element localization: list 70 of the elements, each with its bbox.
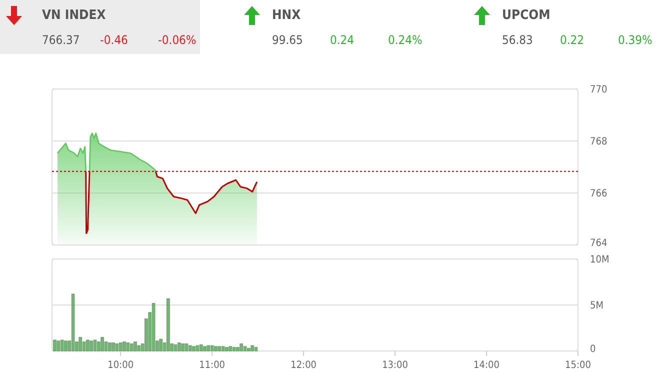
bar — [134, 342, 137, 352]
x-tick-label: 12:00 — [290, 360, 317, 371]
bar — [218, 346, 222, 352]
bar — [166, 298, 170, 352]
bar — [122, 342, 126, 352]
y-tick-label: 766 — [590, 188, 608, 200]
bar — [192, 346, 196, 352]
text: 99.65 — [272, 33, 303, 47]
x-tick-label: 14:00 — [474, 360, 500, 371]
bar — [112, 342, 115, 352]
bar — [199, 344, 203, 352]
bar — [159, 338, 162, 352]
text: -0.46 — [100, 33, 128, 47]
bar — [93, 340, 97, 352]
text: 0.24% — [388, 33, 422, 47]
text: 56.83 — [502, 33, 533, 47]
text: UPCOM — [502, 8, 550, 23]
bar — [214, 346, 218, 352]
bar — [236, 347, 240, 352]
y-tick-label: 764 — [590, 238, 608, 249]
bar — [221, 346, 225, 352]
bar — [78, 337, 82, 352]
bar — [60, 340, 64, 352]
bar — [232, 347, 236, 352]
bar — [188, 345, 192, 352]
bar — [130, 343, 134, 352]
x-tick-label: 11:00 — [199, 360, 226, 371]
text: -0.06% — [158, 33, 196, 47]
bar — [240, 343, 243, 352]
bar — [247, 348, 250, 352]
bar — [181, 343, 184, 352]
text: 0.24 — [330, 33, 354, 47]
bar — [64, 340, 68, 352]
bar — [250, 345, 254, 352]
bar — [86, 340, 90, 352]
bar — [203, 346, 206, 352]
bar — [254, 347, 258, 352]
bar — [152, 302, 156, 352]
text: HNX — [272, 8, 301, 23]
bar — [137, 345, 141, 352]
text: 766.37 — [42, 33, 80, 47]
y-tick-label: 5M — [590, 300, 604, 312]
text: VN INDEX — [42, 8, 106, 23]
x-tick-label: 10:00 — [108, 360, 134, 371]
bar — [71, 294, 75, 352]
y-tick-label: 768 — [590, 136, 608, 148]
bar — [174, 344, 178, 352]
text: 0.39% — [618, 33, 652, 47]
bar — [126, 342, 130, 352]
bar — [225, 347, 228, 352]
bar — [206, 345, 210, 352]
y-tick-label: 0 — [590, 344, 596, 355]
y-tick-label: 770 — [590, 84, 608, 96]
x-tick-label: 15:00 — [565, 360, 592, 371]
bar — [210, 345, 214, 352]
bar — [184, 343, 188, 352]
y-tick-label: 10M — [590, 254, 610, 266]
bar — [100, 337, 104, 352]
bar — [178, 342, 181, 352]
bar — [196, 345, 200, 352]
bar — [228, 346, 232, 352]
bar — [115, 343, 119, 352]
text: 0.22 — [560, 33, 584, 47]
bar — [56, 340, 60, 352]
bar — [108, 342, 112, 352]
bar — [118, 342, 122, 352]
bar — [243, 346, 247, 352]
bar — [90, 340, 93, 352]
x-tick-label: 13:00 — [382, 360, 408, 371]
bar — [53, 340, 56, 352]
